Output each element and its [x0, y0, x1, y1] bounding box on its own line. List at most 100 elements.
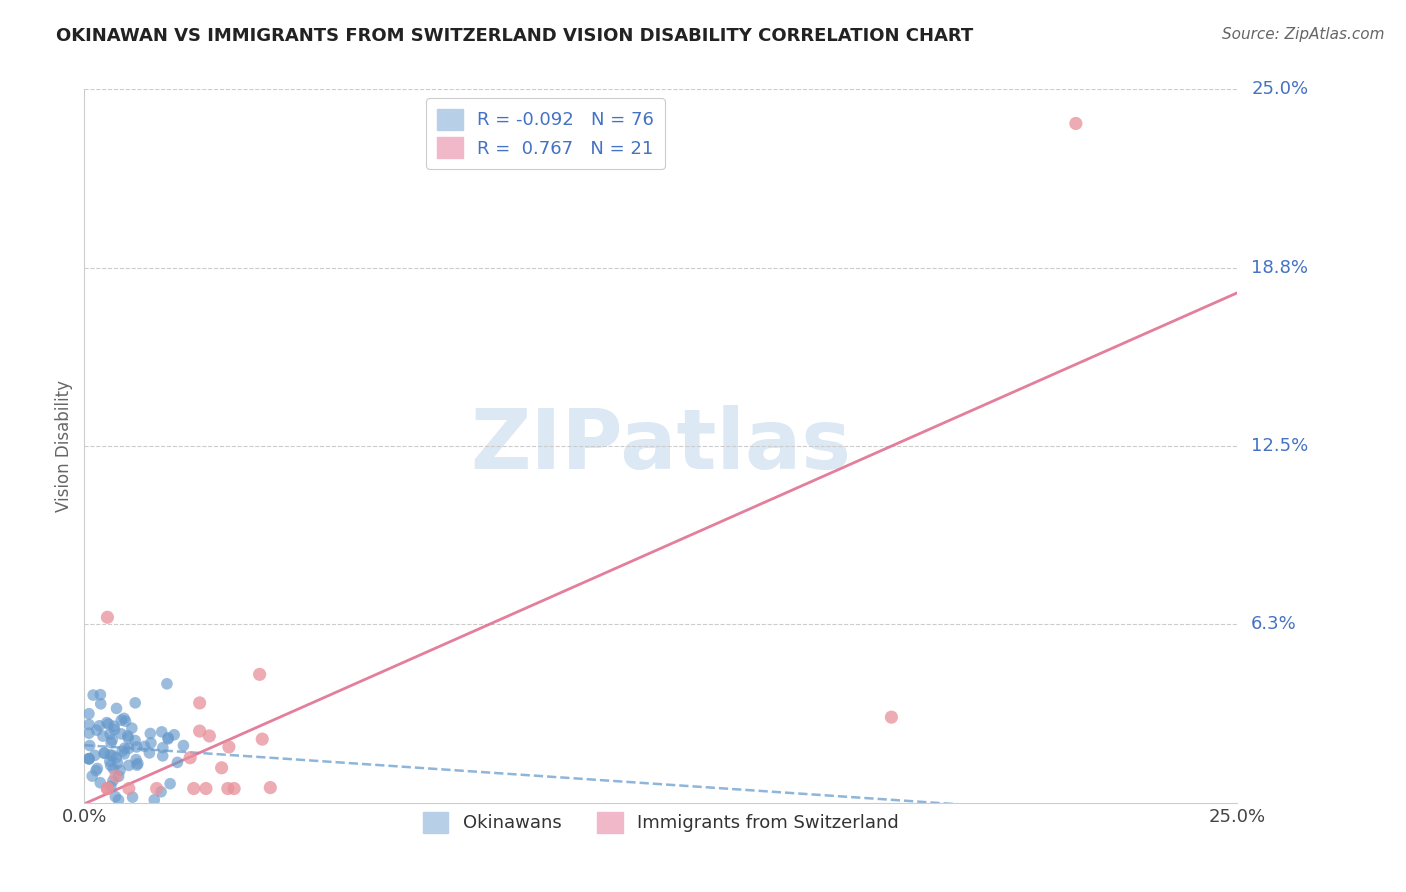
Point — [112, 747, 135, 761]
Point — [96, 781, 118, 796]
Point — [156, 677, 179, 691]
Point — [100, 780, 122, 794]
Point — [139, 726, 162, 740]
Point — [114, 714, 136, 728]
Point — [82, 688, 104, 702]
Point — [125, 753, 148, 767]
Point — [96, 781, 118, 796]
Point — [100, 736, 122, 750]
Point — [152, 740, 174, 755]
Point — [157, 731, 180, 746]
Point — [84, 764, 107, 778]
Point — [118, 758, 141, 772]
Point — [117, 729, 139, 743]
Point — [138, 746, 160, 760]
Point — [90, 697, 112, 711]
Point — [82, 769, 104, 783]
Point — [100, 758, 122, 772]
Point — [101, 733, 124, 747]
Point — [139, 736, 162, 750]
Point — [150, 785, 173, 799]
Point — [249, 667, 271, 681]
Point — [89, 688, 111, 702]
Point — [93, 746, 115, 760]
Point — [163, 728, 186, 742]
Point — [217, 781, 239, 796]
Point — [118, 741, 141, 756]
Point — [124, 733, 146, 747]
Point — [179, 750, 201, 764]
Point — [150, 724, 173, 739]
Point — [172, 739, 194, 753]
Point — [114, 741, 136, 756]
Point — [252, 732, 274, 747]
Point — [104, 789, 127, 804]
Point — [89, 719, 111, 733]
Point — [101, 748, 124, 763]
Text: 25.0%: 25.0% — [1251, 80, 1309, 98]
Point — [89, 775, 111, 789]
Point — [104, 769, 127, 783]
Point — [105, 750, 128, 764]
Point — [107, 756, 129, 771]
Point — [259, 780, 281, 795]
Point — [103, 719, 125, 733]
Point — [77, 726, 100, 740]
Point — [86, 723, 108, 738]
Point — [124, 696, 146, 710]
Point — [77, 706, 100, 721]
Point — [83, 748, 105, 763]
Point — [194, 781, 217, 796]
Point — [143, 793, 166, 807]
Point — [121, 721, 143, 735]
Point — [127, 756, 149, 771]
Point — [159, 777, 181, 791]
Text: 6.3%: 6.3% — [1251, 615, 1296, 633]
Point — [224, 781, 246, 796]
Point — [91, 729, 114, 743]
Point — [107, 769, 129, 783]
Point — [218, 739, 240, 754]
Point — [77, 717, 100, 731]
Text: ZIPatlas: ZIPatlas — [471, 406, 851, 486]
Point — [118, 781, 141, 796]
Point — [97, 717, 120, 731]
Point — [108, 764, 131, 778]
Point — [121, 790, 143, 805]
Point — [98, 727, 121, 741]
Point — [110, 713, 132, 727]
Point — [103, 723, 125, 737]
Point — [79, 739, 101, 753]
Point — [93, 746, 115, 760]
Point — [111, 744, 134, 758]
Text: Source: ZipAtlas.com: Source: ZipAtlas.com — [1222, 27, 1385, 42]
Point — [100, 747, 122, 762]
Y-axis label: Vision Disability: Vision Disability — [55, 380, 73, 512]
Point — [188, 696, 211, 710]
Point — [105, 701, 128, 715]
Point — [107, 793, 129, 807]
Point — [101, 773, 124, 788]
Point — [110, 727, 132, 741]
Point — [77, 752, 100, 766]
Legend: Okinawans, Immigrants from Switzerland: Okinawans, Immigrants from Switzerland — [412, 801, 910, 844]
Point — [188, 724, 211, 739]
Point — [211, 761, 233, 775]
Point — [880, 710, 903, 724]
Point — [125, 758, 148, 772]
Point — [112, 711, 135, 725]
Point — [152, 748, 174, 763]
Point — [86, 762, 108, 776]
Point — [125, 739, 148, 754]
Text: 12.5%: 12.5% — [1251, 437, 1309, 455]
Point — [77, 752, 100, 766]
Point — [96, 610, 118, 624]
Point — [96, 715, 118, 730]
Point — [157, 731, 180, 745]
Point — [183, 781, 205, 796]
Point — [145, 781, 167, 796]
Point — [103, 762, 125, 776]
Point — [98, 754, 121, 768]
Point — [198, 729, 221, 743]
Text: 18.8%: 18.8% — [1251, 259, 1308, 277]
